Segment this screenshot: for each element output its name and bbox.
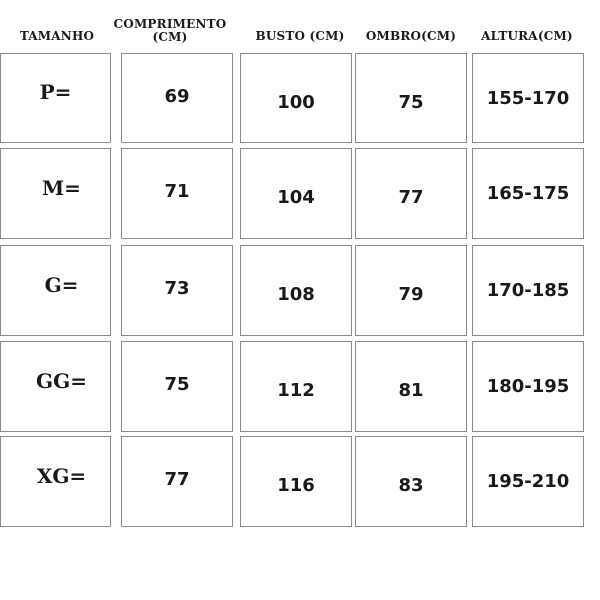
cell-ombro: 81 [355,341,467,432]
cell-comprimento: 71 [121,148,233,239]
cell-value: 75 [398,91,424,113]
cell-comprimento: 69 [121,53,233,143]
cell-value: 195-210 [486,471,570,492]
cell-value: 75 [164,374,190,395]
cell-ombro: 83 [355,436,467,527]
cell-value: 83 [398,475,424,496]
cell-ombro: 79 [355,245,467,336]
column-header: COMPRIMENTO (CM) [113,17,227,44]
cell-value: G= [44,272,79,297]
cell-value: 165-175 [486,183,570,204]
cell-value: 81 [398,380,424,401]
cell-comprimento: 75 [121,341,233,432]
cell-value: 180-195 [486,376,570,397]
cell-busto: 112 [240,341,352,432]
cell-value: 104 [277,187,315,208]
cell-value: 77 [398,187,424,208]
column-header: OMBRO(CM) [365,29,457,43]
cell-busto: 108 [240,245,352,336]
cell-size: G= [0,245,111,336]
cell-busto: 116 [240,436,352,527]
cell-busto: 104 [240,148,352,239]
cell-size: M= [0,148,111,239]
column-header: ALTURA(CM) [481,29,573,43]
cell-ombro: 75 [355,53,467,143]
cell-busto: 100 [240,53,352,143]
cell-value: 155-170 [486,87,570,109]
column-header: TAMANHO [19,29,95,43]
column-header: BUSTO (CM) [255,29,345,43]
cell-value: 116 [277,475,315,496]
cell-size: P= [0,53,111,143]
cell-altura: 155-170 [472,53,584,143]
cell-value: 73 [164,278,190,299]
cell-altura: 170-185 [472,245,584,336]
cell-altura: 180-195 [472,341,584,432]
cell-altura: 195-210 [472,436,584,527]
cell-value: M= [42,175,81,200]
cell-comprimento: 77 [121,436,233,527]
cell-value: XG= [36,463,87,488]
cell-size: XG= [0,436,111,527]
cell-size: GG= [0,341,111,432]
cell-value: 79 [398,284,424,305]
cell-ombro: 77 [355,148,467,239]
cell-value: GG= [36,368,87,393]
cell-value: 71 [164,181,190,202]
cell-value: 69 [164,85,190,107]
cell-value: P= [39,80,72,104]
cell-value: 170-185 [486,280,570,301]
cell-value: 112 [277,380,315,401]
cell-value: 100 [277,91,315,113]
cell-altura: 165-175 [472,148,584,239]
cell-value: 108 [277,284,315,305]
cell-value: 77 [164,469,190,490]
cell-comprimento: 73 [121,245,233,336]
